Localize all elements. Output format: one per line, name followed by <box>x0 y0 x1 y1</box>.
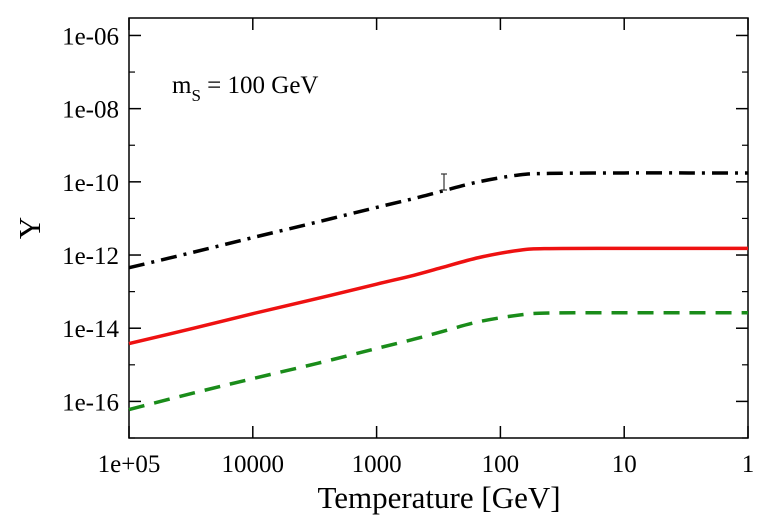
y-tick-label: 1e-16 <box>62 389 119 416</box>
y-tick-label: 1e-14 <box>62 316 119 343</box>
y-tick-label: 1e-08 <box>62 97 119 124</box>
x-tick-label: 1 <box>742 451 755 478</box>
x-tick-label: 10 <box>612 451 637 478</box>
series-line-solid <box>128 246 748 346</box>
annotation-sub: S <box>191 86 200 105</box>
series <box>128 171 748 412</box>
tick-labels: 1e+05 10000 1000 100 10 1 1e-06 1e-08 1e-10 1e-12… <box>62 23 754 478</box>
annotation-main: m <box>172 72 192 99</box>
y-tick-label: 1e-12 <box>62 243 119 270</box>
plot-frame <box>128 17 749 439</box>
x-tick-label: 100 <box>482 451 520 478</box>
series-line-dash-dot <box>128 171 748 270</box>
y-axis-title: Y <box>12 217 47 239</box>
annotation-mass: mS = 100 GeV <box>172 72 318 105</box>
y-tick-label: 1e-06 <box>62 23 119 50</box>
text-cursor-icon <box>441 173 447 191</box>
annotation-rest: = 100 GeV <box>201 72 319 99</box>
y-tick-label: 1e-10 <box>62 170 119 197</box>
x-tick-label: 1000 <box>352 451 402 478</box>
x-tick-label: 1e+05 <box>98 451 161 478</box>
ticks <box>128 18 749 439</box>
x-tick-label: 10000 <box>222 451 285 478</box>
series-line-dashed <box>128 310 748 412</box>
x-axis-title: Temperature [GeV] <box>317 480 560 515</box>
